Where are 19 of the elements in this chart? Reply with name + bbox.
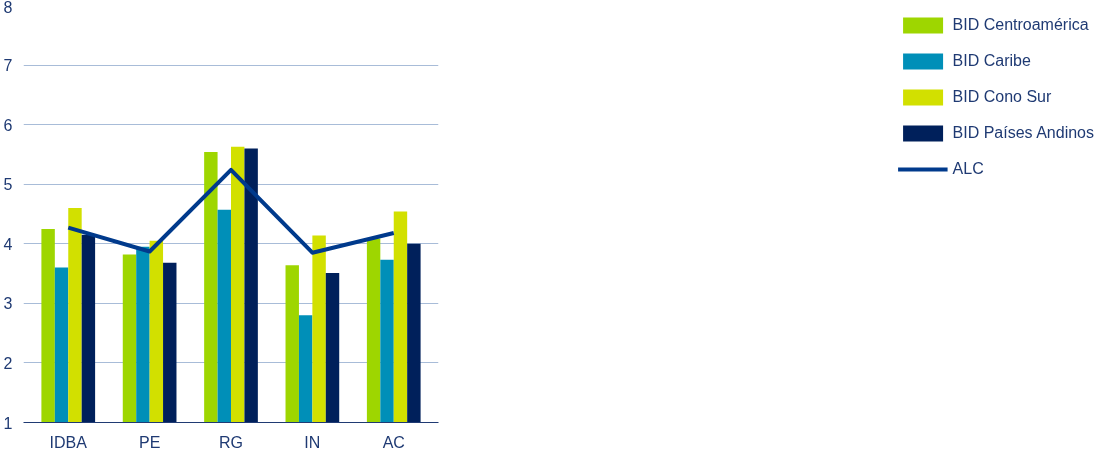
y-tick-label: 1 xyxy=(3,414,13,432)
line-series xyxy=(66,167,396,255)
y-tick-label: 8 xyxy=(3,0,13,16)
x-tick-label: PE xyxy=(138,433,161,451)
y-tick-label: 2 xyxy=(3,354,13,372)
x-tick-label: IDBA xyxy=(49,433,88,451)
y-tick-label: 7 xyxy=(3,57,13,75)
legend-label: BID Centroamérica xyxy=(952,16,1089,34)
legend-label: BID Países Andinos xyxy=(952,124,1094,142)
x-tick-label: IN xyxy=(304,433,321,451)
y-tick-label: 6 xyxy=(3,116,13,134)
legend-label: BID Cono Sur xyxy=(952,88,1052,106)
x-tick-label: AC xyxy=(382,433,405,451)
y-tick-label: 3 xyxy=(3,295,13,313)
legend-label: BID Caribe xyxy=(952,52,1031,70)
x-tick-label: RG xyxy=(219,433,243,451)
legend-label: ALC xyxy=(952,160,984,178)
y-tick-label: 4 xyxy=(3,235,13,253)
y-tick-label: 5 xyxy=(3,176,13,194)
